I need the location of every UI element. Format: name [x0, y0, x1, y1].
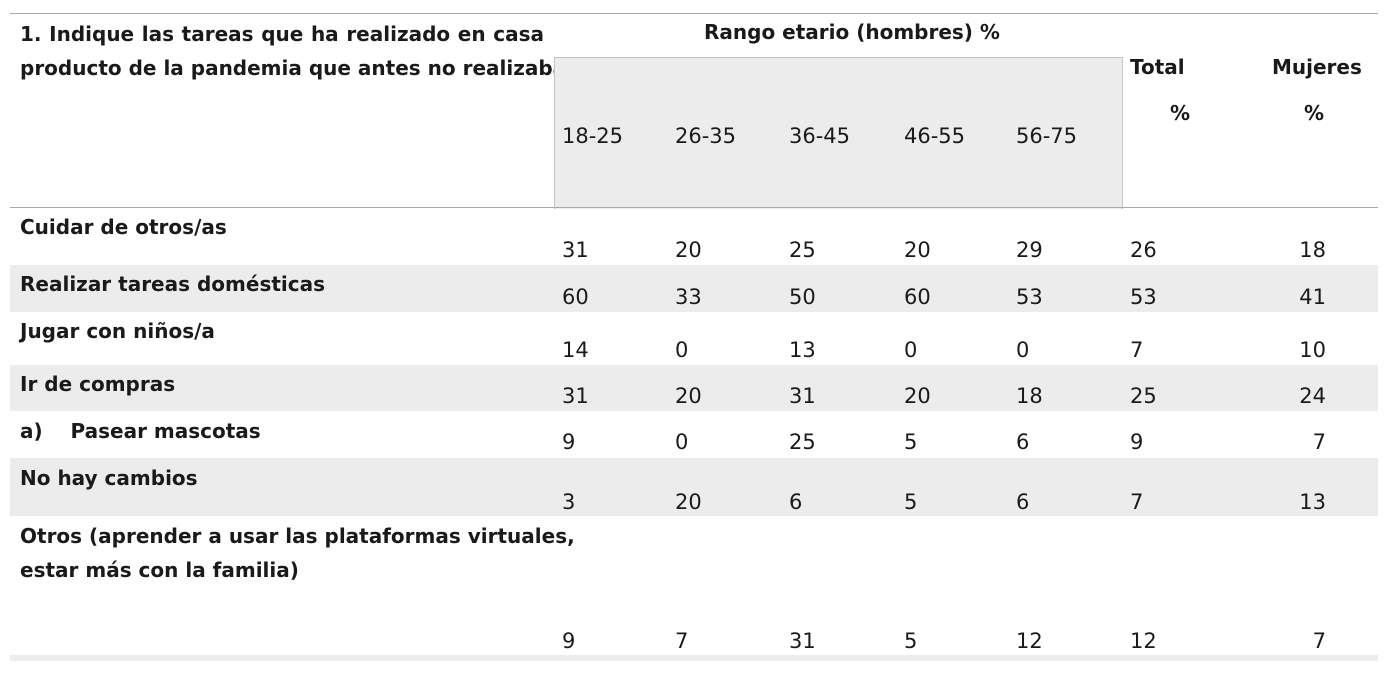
header-rule: [10, 207, 1378, 208]
table-cell: 7: [1312, 430, 1326, 454]
table-cell: 29: [1016, 238, 1043, 262]
bottom-band: [10, 655, 1378, 661]
table-cell: 12: [1016, 629, 1043, 653]
row-band: [10, 265, 1378, 312]
table-cell: 18: [1016, 384, 1043, 408]
table-cell: 18: [1299, 238, 1326, 262]
table-cell: 0: [1016, 338, 1030, 362]
table-cell: 33: [675, 285, 702, 309]
age-range-header-box: [554, 57, 1123, 209]
row-label: No hay cambios: [20, 466, 198, 490]
row-label: Otros (aprender a usar las plataformas v…: [20, 524, 575, 582]
row-band: [10, 365, 1378, 411]
table-cell: 9: [1130, 430, 1144, 454]
table-cell: 7: [1130, 338, 1144, 362]
table-cell: 5: [904, 430, 918, 454]
group-header: Rango etario (hombres) %: [704, 20, 1000, 44]
age-range-header: 46-55: [904, 124, 966, 148]
table-cell: 20: [675, 238, 702, 262]
row-label: Realizar tareas domésticas: [20, 272, 326, 296]
age-range-header: 56-75: [1016, 124, 1078, 148]
women-header: Mujeres: [1272, 55, 1362, 79]
table-cell: 31: [789, 629, 816, 653]
row-label: Ir de compras: [20, 372, 176, 396]
age-range-header: 18-25: [562, 124, 624, 148]
table-cell: 25: [789, 238, 816, 262]
table-cell: 20: [904, 238, 931, 262]
table-cell: 26: [1130, 238, 1157, 262]
survey-table: 1. Indique las tareas que ha realizado e…: [10, 13, 1378, 661]
table-cell: 50: [789, 285, 816, 309]
table-cell: 6: [1016, 430, 1030, 454]
table-cell: 9: [562, 629, 576, 653]
table-cell: 60: [562, 285, 589, 309]
table-cell: 6: [1016, 490, 1030, 514]
table-cell: 60: [904, 285, 931, 309]
row-label: Jugar con niños/a: [20, 319, 215, 343]
top-rule: [10, 13, 1378, 14]
row-label: a) Pasear mascotas: [20, 419, 261, 443]
table-cell: 6: [789, 490, 803, 514]
table-cell: 10: [1299, 338, 1326, 362]
table-cell: 24: [1299, 384, 1326, 408]
table-cell: 14: [562, 338, 589, 362]
table-cell: 7: [1312, 629, 1326, 653]
table-cell: 53: [1130, 285, 1157, 309]
table-cell: 0: [904, 338, 918, 362]
table-cell: 25: [1130, 384, 1157, 408]
table-cell: 20: [904, 384, 931, 408]
table-cell: 13: [1299, 490, 1326, 514]
table-cell: 20: [675, 490, 702, 514]
table-cell: 13: [789, 338, 816, 362]
table-cell: 5: [904, 490, 918, 514]
table-cell: 3: [562, 490, 576, 514]
table-cell: 7: [675, 629, 689, 653]
table-cell: 0: [675, 430, 689, 454]
table-cell: 7: [1130, 490, 1144, 514]
row-band: [10, 458, 1378, 516]
table-cell: 41: [1299, 285, 1326, 309]
table-cell: 53: [1016, 285, 1043, 309]
table-cell: 5: [904, 629, 918, 653]
table-cell: 25: [789, 430, 816, 454]
table-cell: 31: [789, 384, 816, 408]
women-unit: %: [1304, 101, 1325, 125]
table-cell: 31: [562, 238, 589, 262]
total-header: Total: [1130, 55, 1185, 79]
age-range-header: 26-35: [675, 124, 737, 148]
table-cell: 31: [562, 384, 589, 408]
table-cell: 20: [675, 384, 702, 408]
row-label: Cuidar de otros/as: [20, 215, 227, 239]
total-unit: %: [1170, 101, 1191, 125]
table-cell: 0: [675, 338, 689, 362]
table-cell: 12: [1130, 629, 1157, 653]
table-cell: 9: [562, 430, 576, 454]
age-range-header: 36-45: [789, 124, 851, 148]
question-header: 1. Indique las tareas que ha realizado e…: [20, 22, 567, 80]
